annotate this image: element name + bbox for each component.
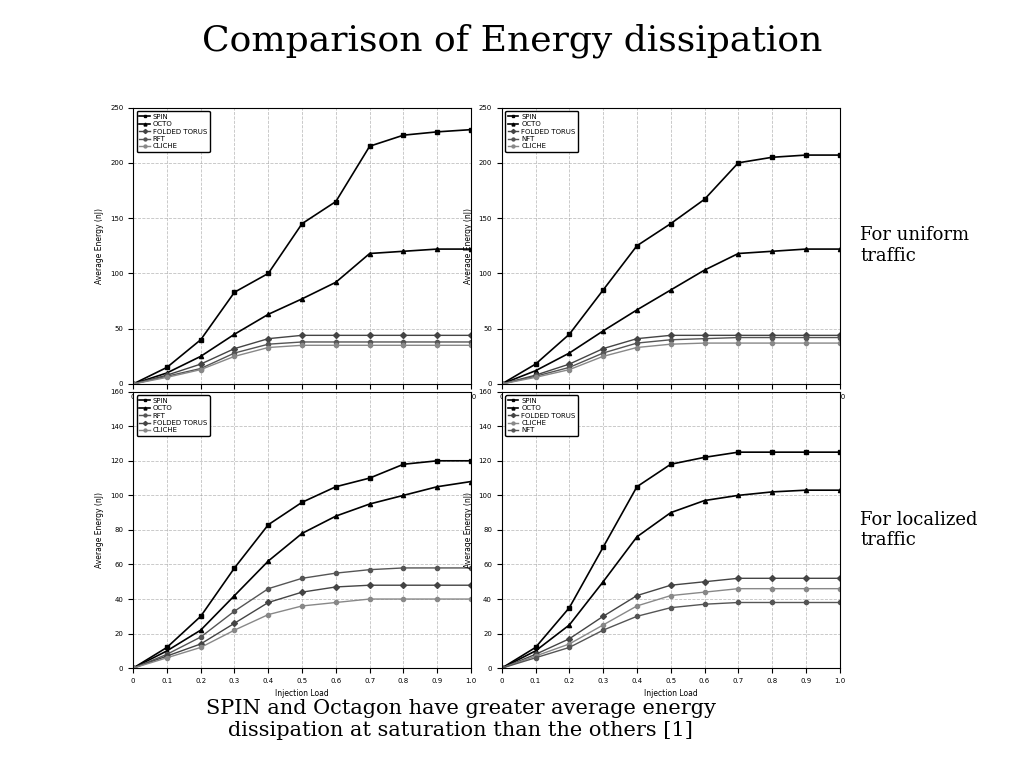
Legend: SPIN, OCTO, RFT, FOLDED TORUS, CLICHE: SPIN, OCTO, RFT, FOLDED TORUS, CLICHE [136,396,210,436]
X-axis label: Injection Load: Injection Load [275,406,329,414]
Legend: SPIN, OCTO, FOLDED TORUS, CLICHE, NFT: SPIN, OCTO, FOLDED TORUS, CLICHE, NFT [505,396,579,436]
Y-axis label: Average Energy (nJ): Average Energy (nJ) [95,492,104,568]
Y-axis label: Average Energy (nJ): Average Energy (nJ) [464,208,473,283]
Text: For localized
traffic: For localized traffic [860,511,978,549]
X-axis label: Injection Load: Injection Load [644,406,697,414]
Legend: SPIN, OCTO, FOLDED TORUS, RFT, CLICHE: SPIN, OCTO, FOLDED TORUS, RFT, CLICHE [136,111,210,152]
Y-axis label: Average Energy (nJ): Average Energy (nJ) [95,208,104,283]
X-axis label: Injection Load: Injection Load [275,690,329,698]
Text: SPIN and Octagon have greater average energy
dissipation at saturation than the : SPIN and Octagon have greater average en… [206,699,716,740]
X-axis label: Injection Load: Injection Load [644,690,697,698]
Text: Comparison of Energy dissipation: Comparison of Energy dissipation [202,23,822,58]
Y-axis label: Average Energy (nJ): Average Energy (nJ) [464,492,473,568]
Text: For uniform
traffic: For uniform traffic [860,227,970,265]
Legend: SPIN, OCTO, FOLDED TORUS, NFT, CLICHE: SPIN, OCTO, FOLDED TORUS, NFT, CLICHE [505,111,579,152]
